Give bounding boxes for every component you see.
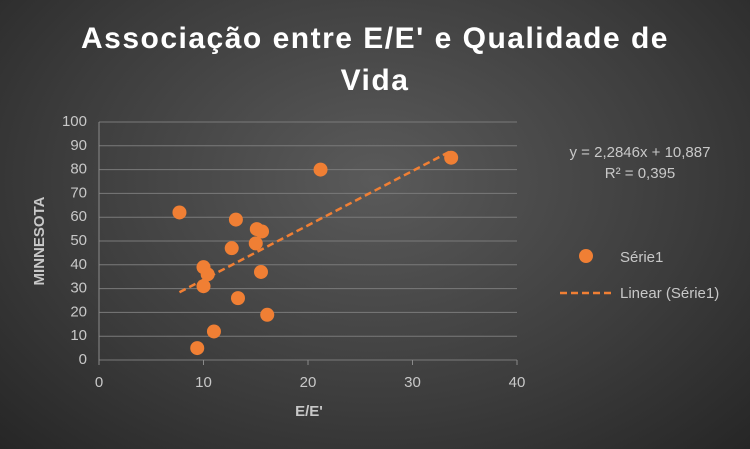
legend-label: Linear (Série1): [620, 285, 719, 302]
y-axis-label: MINNESOTA: [31, 196, 48, 285]
legend-marker: [579, 249, 593, 263]
y-tick-label: 10: [70, 327, 87, 344]
y-tick-label: 100: [62, 113, 87, 130]
y-tick-label: 60: [70, 208, 87, 225]
legend-label: Série1: [620, 249, 663, 266]
x-tick-label: 30: [404, 374, 421, 391]
point: [196, 279, 211, 294]
point: [255, 224, 270, 239]
point: [228, 212, 243, 227]
point: [313, 162, 328, 177]
point: [172, 205, 187, 220]
y-tick-label: 70: [70, 184, 87, 201]
y-tick-label: 0: [79, 351, 87, 368]
point: [200, 267, 215, 282]
y-tick-label: 50: [70, 232, 87, 249]
y-tick-label: 40: [70, 256, 87, 273]
x-tick-label: 40: [509, 374, 526, 391]
point: [230, 291, 245, 306]
x-tick-label: 20: [300, 374, 317, 391]
trend-r2: R² = 0,395: [605, 165, 675, 182]
point: [190, 341, 205, 356]
x-axis-label: E/E': [295, 403, 323, 420]
chart-title: Associação entre E/E' e Qualidade de Vid…: [80, 22, 669, 97]
point: [260, 307, 275, 322]
point: [224, 241, 239, 256]
y-tick-label: 90: [70, 137, 87, 154]
y-tick-label: 20: [70, 303, 87, 320]
trendline: [178, 149, 452, 294]
x-tick-label: 0: [95, 374, 103, 391]
trend-equation: y = 2,2846x + 10,887: [570, 144, 711, 161]
point: [206, 324, 221, 339]
y-tick-label: 30: [70, 280, 87, 297]
point: [248, 236, 263, 251]
y-tick-label: 80: [70, 161, 87, 178]
x-tick-label: 10: [195, 374, 212, 391]
point: [253, 264, 268, 279]
point: [444, 150, 459, 165]
